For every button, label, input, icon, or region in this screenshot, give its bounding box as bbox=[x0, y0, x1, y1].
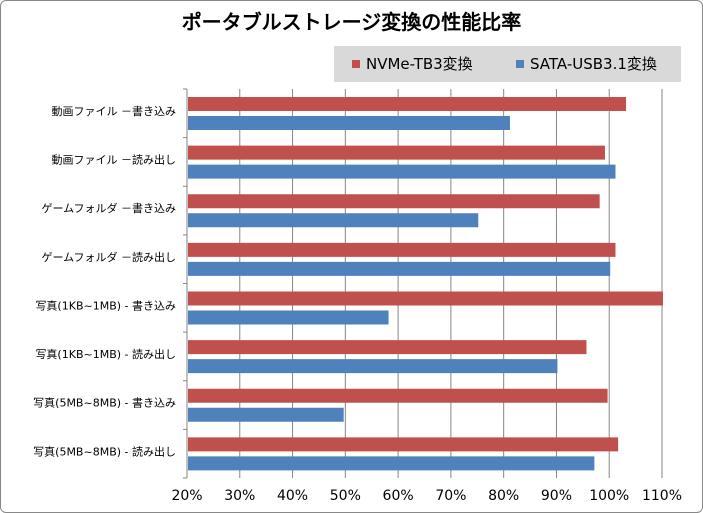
bar-nvme bbox=[188, 145, 605, 160]
category-label: 写真(5MB~8MB) - 読み出し bbox=[33, 444, 176, 458]
category-label: ゲームフォルダ －読み出し bbox=[41, 250, 176, 264]
category-label: 動画ファイル －書き込み bbox=[52, 104, 177, 118]
category-label: ゲームフォルダ －書き込み bbox=[41, 201, 176, 215]
x-tick-label: 90% bbox=[541, 488, 572, 504]
x-tick-label: 110% bbox=[642, 488, 682, 504]
legend-item-sata: SATA-USB3.1変換 bbox=[516, 55, 657, 73]
category-label: 写真(1KB~1MB) - 書き込み bbox=[35, 298, 176, 312]
bar-nvme bbox=[188, 97, 627, 111]
category-label: 写真(1KB~1MB) - 読み出し bbox=[35, 347, 176, 361]
chart-legend: NVMe-TB3変換 SATA-USB3.1変換 bbox=[334, 46, 681, 82]
legend-swatch-nvme bbox=[352, 60, 360, 68]
x-tick-label: 60% bbox=[383, 488, 414, 504]
bar-nvme bbox=[188, 242, 616, 257]
x-tick-label: 20% bbox=[171, 488, 202, 504]
x-tick-label: 30% bbox=[224, 488, 255, 504]
bar-sata bbox=[188, 310, 389, 325]
bar-sata bbox=[188, 213, 479, 228]
bar-sata bbox=[188, 359, 558, 374]
legend-swatch-sata bbox=[516, 60, 524, 68]
bar-nvme bbox=[188, 194, 600, 209]
x-tick-label: 70% bbox=[435, 488, 466, 504]
legend-item-nvme: NVMe-TB3変換 bbox=[352, 55, 473, 73]
x-tick-label: 100% bbox=[589, 488, 629, 504]
bar-nvme bbox=[188, 388, 608, 403]
bar-sata bbox=[188, 164, 616, 179]
category-label: 写真(5MB~8MB) - 書き込み bbox=[33, 396, 176, 410]
bar-nvme bbox=[188, 437, 619, 452]
bar-sata bbox=[188, 261, 611, 276]
bar-sata bbox=[188, 456, 595, 471]
x-tick-label: 40% bbox=[277, 488, 308, 504]
bar-nvme bbox=[188, 340, 587, 355]
bar-nvme bbox=[188, 291, 663, 306]
category-label: 動画ファイル －読み出し bbox=[52, 153, 177, 167]
bar-sata bbox=[188, 407, 344, 422]
legend-label-nvme: NVMe-TB3変換 bbox=[366, 55, 473, 73]
bar-sata bbox=[188, 116, 510, 130]
x-tick-label: 80% bbox=[488, 488, 519, 504]
chart-title: ポータブルストレージ変換の性能比率 bbox=[181, 10, 522, 34]
legend-label-sata: SATA-USB3.1変換 bbox=[530, 55, 657, 73]
x-tick-label: 50% bbox=[330, 488, 361, 504]
